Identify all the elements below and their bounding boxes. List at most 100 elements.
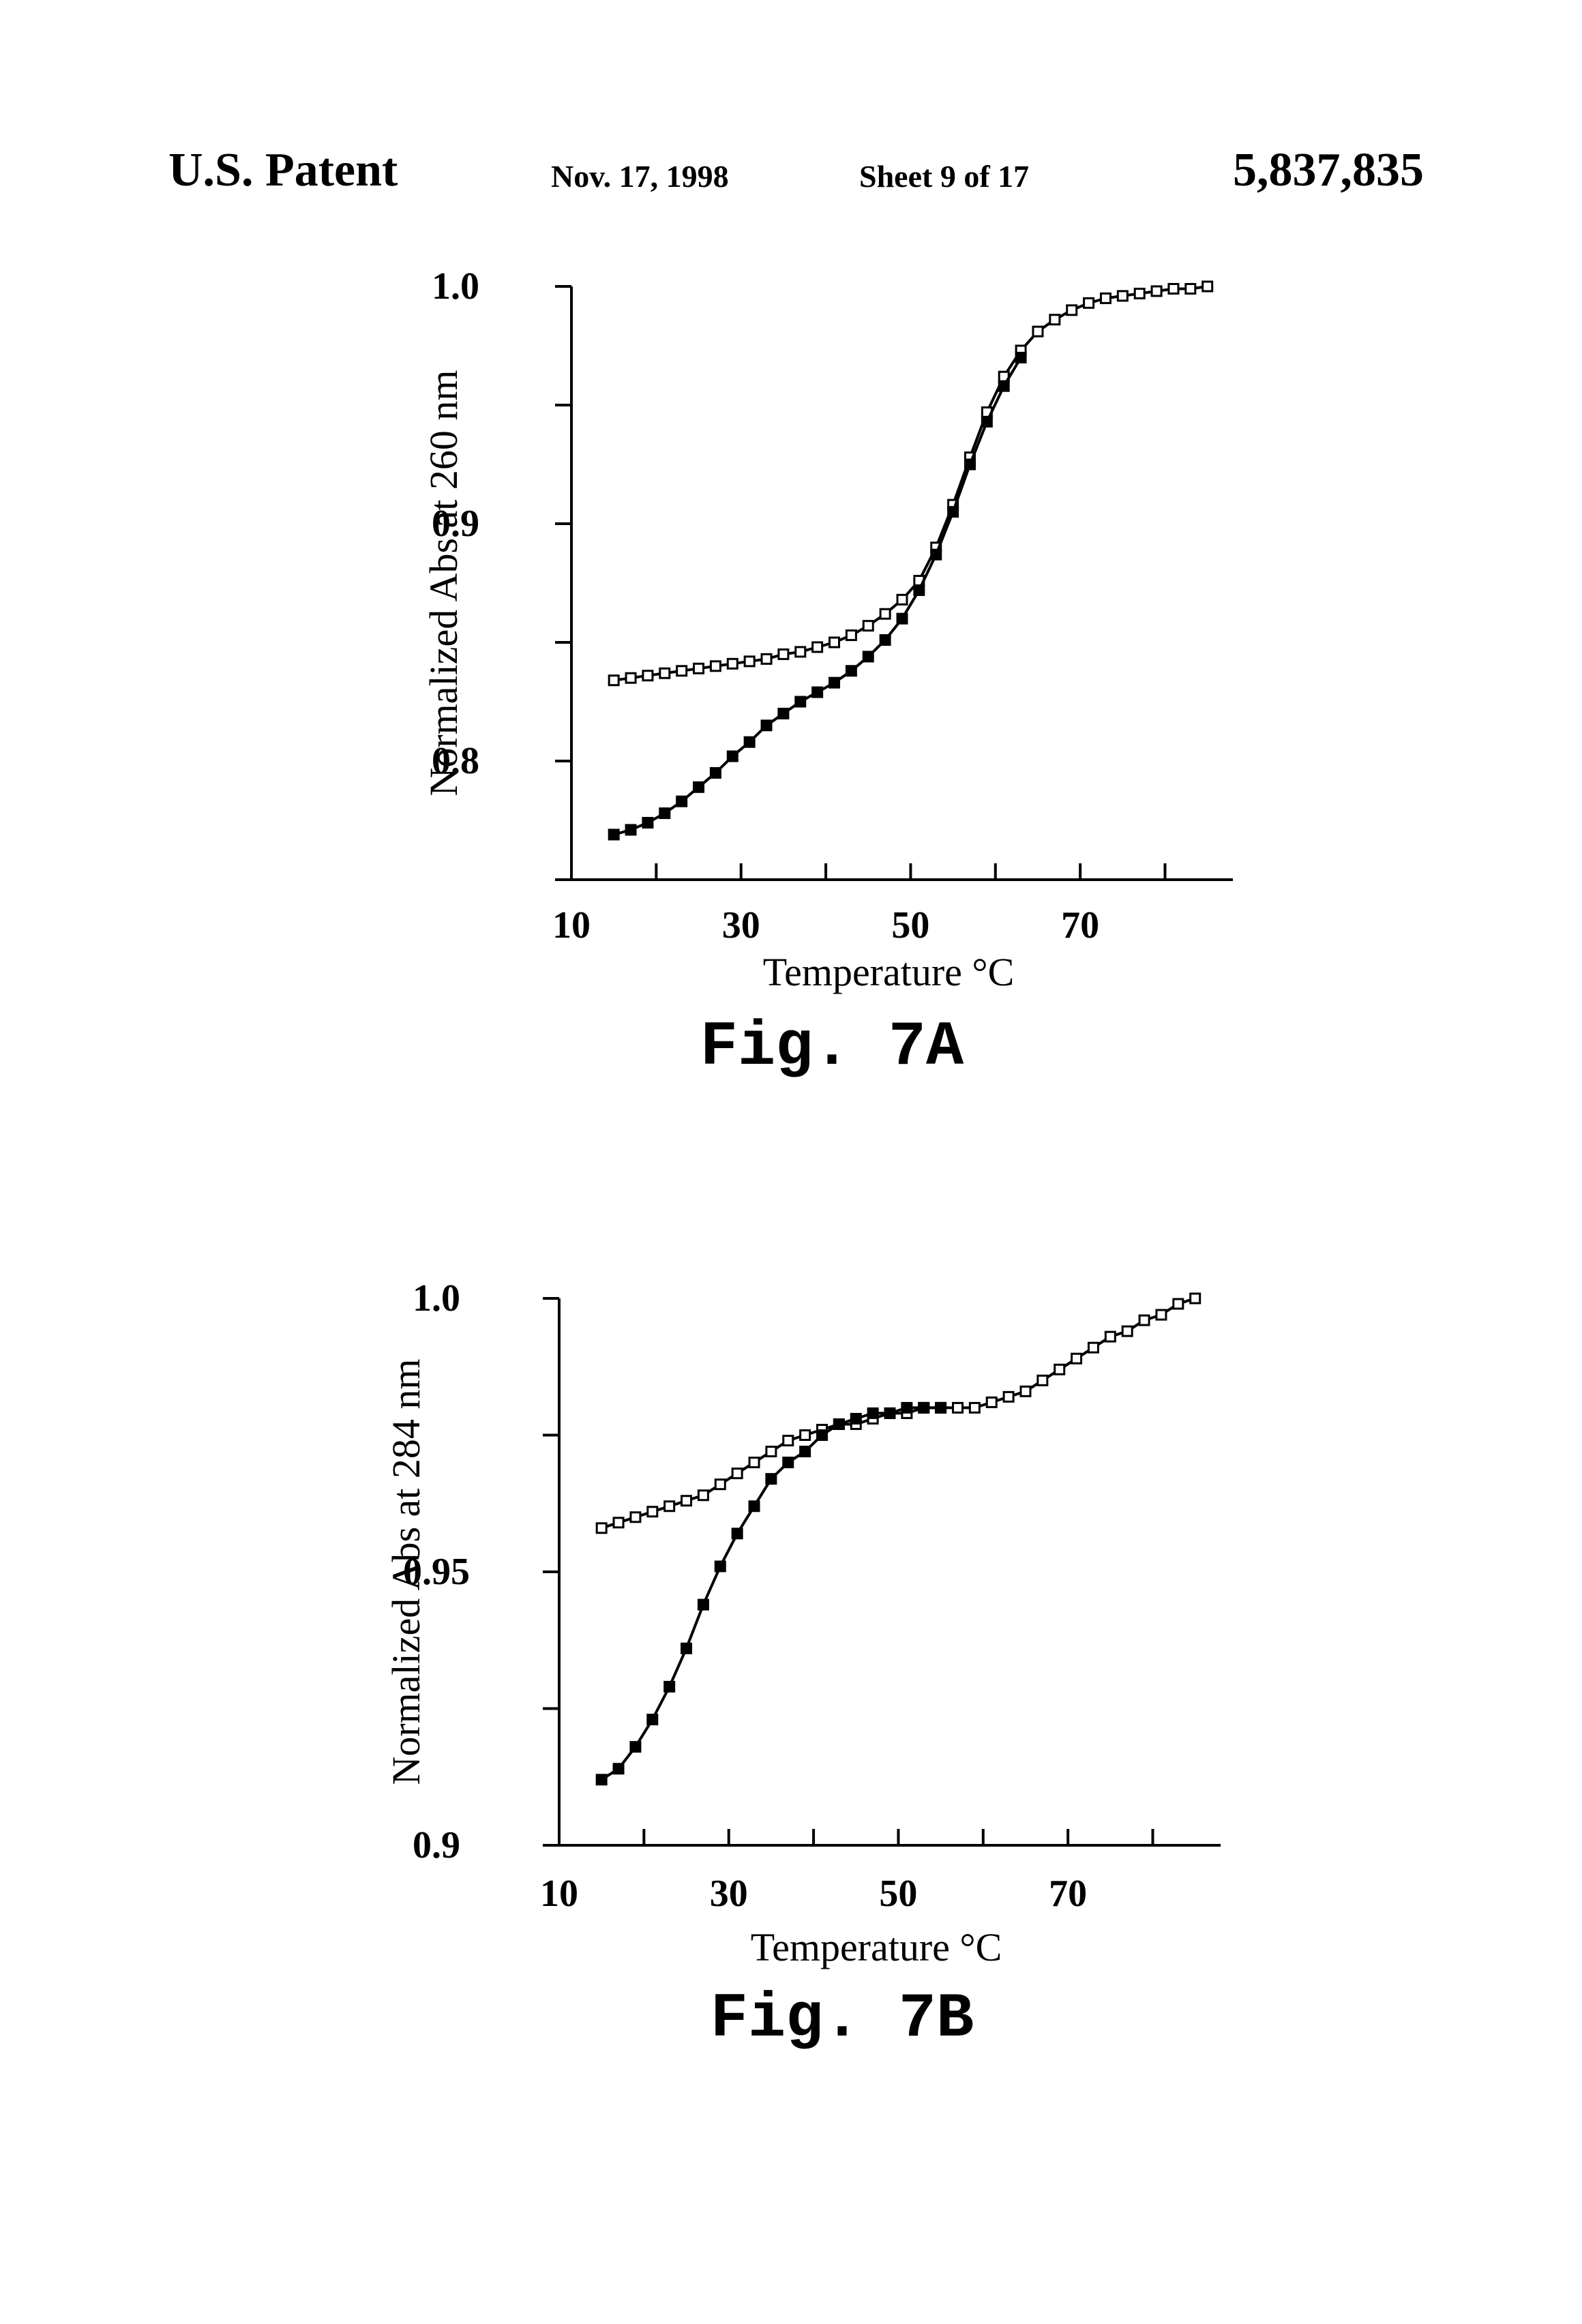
data-point-filled	[813, 687, 822, 697]
chart-fig-7a: 0.80.91.010305070Temperature °CNormalize…	[0, 225, 1582, 1112]
data-point-open	[801, 1431, 810, 1440]
data-point-filled	[783, 1458, 793, 1468]
data-point-filled	[711, 768, 720, 777]
x-tick-label: 70	[1049, 1873, 1087, 1915]
data-point-open	[1072, 1354, 1081, 1363]
y-tick-label: 0.9	[413, 1824, 460, 1866]
data-point-open	[766, 1447, 776, 1457]
patent-number: 5,837,835	[1233, 143, 1424, 198]
data-point-open	[1004, 1392, 1013, 1401]
data-point-filled	[851, 1414, 861, 1423]
data-point-open	[1067, 306, 1077, 315]
data-point-filled	[660, 809, 670, 818]
data-point-filled	[880, 636, 890, 645]
data-point-open	[1135, 288, 1144, 298]
data-point-filled	[931, 550, 941, 559]
data-point-open	[1156, 1310, 1166, 1320]
data-point-filled	[626, 825, 636, 835]
data-point-open	[711, 661, 720, 671]
data-point-open	[1101, 293, 1110, 303]
data-point-open	[682, 1496, 691, 1506]
data-point-filled	[749, 1502, 759, 1511]
data-point-filled	[766, 1474, 776, 1484]
data-point-open	[830, 638, 839, 647]
x-tick-label: 50	[879, 1873, 917, 1915]
data-point-open	[609, 676, 618, 685]
x-tick-label: 70	[1061, 904, 1099, 947]
data-point-filled	[897, 614, 907, 623]
data-point-filled	[902, 1403, 912, 1412]
x-tick-label: 50	[891, 904, 929, 947]
data-point-filled	[648, 1715, 657, 1725]
data-point-filled	[834, 1419, 844, 1429]
x-tick-label: 30	[722, 904, 760, 947]
series-line-2	[614, 357, 1021, 835]
data-point-open	[732, 1469, 742, 1478]
data-point-filled	[982, 417, 991, 426]
data-point-open	[897, 595, 907, 604]
data-point-filled	[614, 1764, 623, 1774]
data-point-filled	[665, 1682, 674, 1691]
data-point-open	[1033, 327, 1043, 336]
data-point-filled	[762, 721, 771, 730]
data-point-filled	[818, 1431, 827, 1440]
data-point-filled	[914, 585, 924, 595]
data-point-open	[597, 1523, 606, 1533]
data-point-filled	[796, 697, 805, 706]
data-point-filled	[715, 1562, 725, 1571]
data-point-open	[749, 1458, 759, 1468]
data-point-filled	[1016, 353, 1026, 362]
figure-label: Fig. 7B	[711, 1983, 974, 2055]
y-tick-label: 1.0	[432, 265, 479, 308]
data-point-open	[1050, 315, 1060, 325]
data-point-filled	[643, 818, 653, 827]
y-axis-title: Normalized Abs at 260 nm	[421, 370, 466, 796]
data-point-open	[1122, 1326, 1132, 1336]
data-point-open	[660, 668, 670, 678]
data-point-open	[1038, 1375, 1047, 1385]
data-point-open	[796, 647, 805, 657]
data-point-open	[631, 1513, 640, 1522]
data-point-open	[846, 631, 856, 640]
data-point-open	[1191, 1294, 1200, 1303]
x-axis-title: Temperature °C	[763, 950, 1015, 994]
patent-date: Nov. 17, 1998	[551, 158, 729, 194]
data-point-open	[643, 671, 653, 681]
data-point-open	[677, 666, 687, 676]
data-point-open	[626, 673, 636, 683]
data-point-open	[1169, 284, 1178, 293]
data-point-open	[1084, 298, 1094, 308]
data-point-filled	[677, 796, 687, 806]
data-point-open	[1186, 284, 1195, 293]
data-point-filled	[698, 1600, 708, 1609]
data-point-open	[715, 1480, 725, 1489]
data-point-filled	[597, 1775, 606, 1785]
patent-sheet: Sheet 9 of 17	[859, 158, 1029, 194]
data-point-filled	[830, 678, 839, 687]
data-point-open	[953, 1403, 962, 1412]
data-point-open	[779, 649, 788, 659]
data-point-open	[863, 621, 873, 631]
data-point-open	[1118, 291, 1127, 301]
data-point-open	[1139, 1315, 1149, 1325]
data-point-open	[665, 1502, 674, 1511]
data-point-filled	[779, 709, 788, 718]
data-point-filled	[801, 1447, 810, 1457]
data-point-filled	[728, 751, 737, 761]
data-point-open	[614, 1518, 623, 1528]
data-point-open	[970, 1403, 979, 1412]
data-point-filled	[732, 1529, 742, 1538]
data-point-open	[987, 1397, 996, 1407]
patent-header-left: U.S. Patent	[168, 143, 398, 198]
series-line-1	[614, 286, 1207, 681]
data-point-open	[1055, 1365, 1064, 1374]
data-point-open	[1021, 1386, 1030, 1396]
data-point-open	[745, 657, 754, 666]
x-tick-label: 30	[710, 1873, 748, 1915]
data-point-filled	[919, 1403, 929, 1412]
data-point-open	[783, 1436, 793, 1446]
data-point-filled	[745, 737, 754, 747]
data-point-open	[880, 609, 890, 619]
x-tick-label: 10	[540, 1873, 578, 1915]
data-point-filled	[999, 381, 1009, 391]
